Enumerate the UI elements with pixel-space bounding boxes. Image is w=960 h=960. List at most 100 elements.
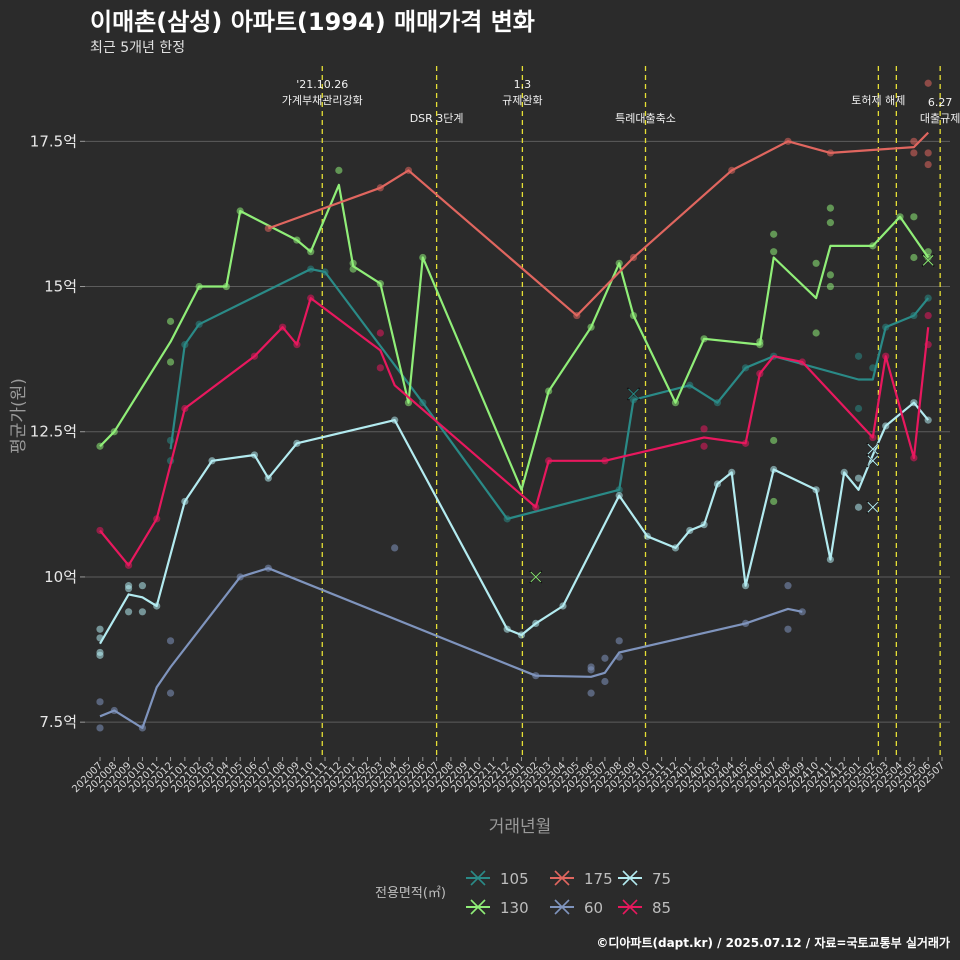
legend-swatch-cross — [554, 899, 570, 915]
legend-item-105: 105 — [466, 870, 529, 888]
legend-label: 85 — [652, 899, 671, 917]
series-75 — [96, 399, 932, 659]
data-point — [854, 474, 863, 482]
y-tick-label: 17.5억 — [30, 132, 77, 150]
data-point — [335, 166, 343, 174]
legend-item-75: 75 — [618, 870, 671, 888]
series-60 — [96, 544, 806, 732]
data-point — [587, 666, 595, 674]
data-point — [166, 358, 175, 366]
legend-swatch-cross — [554, 870, 570, 886]
legend-swatch-cross — [470, 870, 486, 886]
data-point — [770, 248, 778, 256]
data-point — [166, 637, 175, 645]
chart-caption: ©디아파트(dapt.kr) / 2025.07.12 / 자료=국토교통부 실… — [596, 935, 950, 950]
legend-swatch-cross — [622, 870, 638, 886]
event-annotation: 토허제 해제 — [851, 93, 905, 107]
series-105 — [166, 265, 932, 523]
event-annotation: DSR 3단계 — [410, 112, 464, 125]
data-point — [124, 608, 133, 616]
data-point — [826, 271, 835, 279]
event-annotation: 1.3 — [514, 78, 532, 91]
x-axis-label: 거래년월 — [489, 817, 552, 837]
y-tick-label: 15억 — [44, 278, 77, 296]
data-point — [784, 582, 792, 590]
data-point — [587, 689, 595, 697]
event-annotation: 대출규제 — [920, 112, 960, 125]
data-point — [96, 698, 104, 706]
data-point — [924, 149, 932, 157]
data-point — [376, 329, 384, 337]
cross-marker — [529, 570, 543, 584]
series-layer — [96, 79, 935, 732]
cross-marker — [626, 387, 641, 401]
data-point — [138, 582, 147, 590]
data-point — [910, 213, 918, 221]
data-point — [854, 503, 863, 511]
y-tick-label: 10억 — [44, 568, 77, 586]
data-point — [376, 364, 384, 372]
cross-marker — [921, 253, 935, 267]
legend-item-60: 60 — [550, 899, 603, 917]
data-point — [910, 149, 918, 157]
event-annotation: 6.27 — [928, 96, 953, 109]
data-point — [601, 677, 609, 686]
data-point — [910, 253, 918, 262]
legend-swatch-cross — [470, 899, 486, 915]
event-annotation: '21.10.26 — [296, 78, 348, 91]
legend-label: 105 — [500, 870, 529, 888]
data-point — [910, 137, 918, 145]
series-line — [99, 401, 930, 645]
event-annotation: 특례대출축소 — [615, 112, 676, 125]
data-point — [124, 584, 133, 593]
legend: 전용면적(㎡) 105 130 175 60 75 85 — [375, 870, 671, 917]
data-point — [96, 651, 104, 659]
data-point — [826, 204, 835, 212]
data-point — [826, 282, 835, 291]
legend-label: 75 — [652, 870, 671, 888]
data-point — [770, 230, 778, 238]
series-130 — [96, 166, 935, 584]
data-point — [700, 425, 708, 433]
data-point — [924, 79, 932, 87]
data-point — [770, 497, 778, 506]
series-line — [99, 567, 803, 730]
event-annotation: 가계부채관리강화 — [282, 94, 363, 107]
data-point — [770, 436, 778, 445]
series-line — [99, 297, 930, 567]
x-axis: 2020072020082020092020102020112020122021… — [70, 757, 947, 795]
data-point — [924, 311, 932, 320]
data-point — [138, 608, 147, 616]
data-point — [615, 637, 623, 645]
event-annotation: 규제완화 — [502, 94, 542, 107]
chart-title: 이매촌(삼성) 아파트(1994) 매매가격 변화 — [90, 8, 535, 36]
data-point — [784, 625, 792, 633]
chart-subtitle: 최근 5개년 한정 — [90, 40, 185, 56]
y-tick-label: 7.5억 — [39, 713, 77, 731]
y-axis: 7.5억 10억 12.5억 15억 17.5억 — [30, 132, 85, 731]
data-point — [812, 329, 820, 337]
series-line — [169, 268, 930, 520]
legend-label: 60 — [584, 899, 603, 917]
legend-swatch-cross — [622, 899, 638, 915]
legend-item-85: 85 — [618, 899, 671, 917]
data-point — [96, 724, 104, 732]
series-line — [99, 183, 930, 491]
y-axis-label: 평균가(원) — [9, 378, 29, 454]
data-point — [700, 442, 708, 450]
cross-marker — [866, 454, 880, 468]
data-point — [166, 317, 175, 325]
legend-item-130: 130 — [466, 899, 529, 917]
data-point — [854, 352, 863, 360]
data-point — [826, 219, 835, 227]
legend-label: 175 — [584, 870, 613, 888]
data-point — [166, 689, 175, 697]
data-point — [924, 160, 932, 169]
series-85 — [96, 294, 932, 569]
data-point — [854, 404, 863, 413]
data-point — [601, 654, 609, 662]
data-point — [391, 544, 399, 552]
y-tick-label: 12.5억 — [30, 423, 77, 441]
